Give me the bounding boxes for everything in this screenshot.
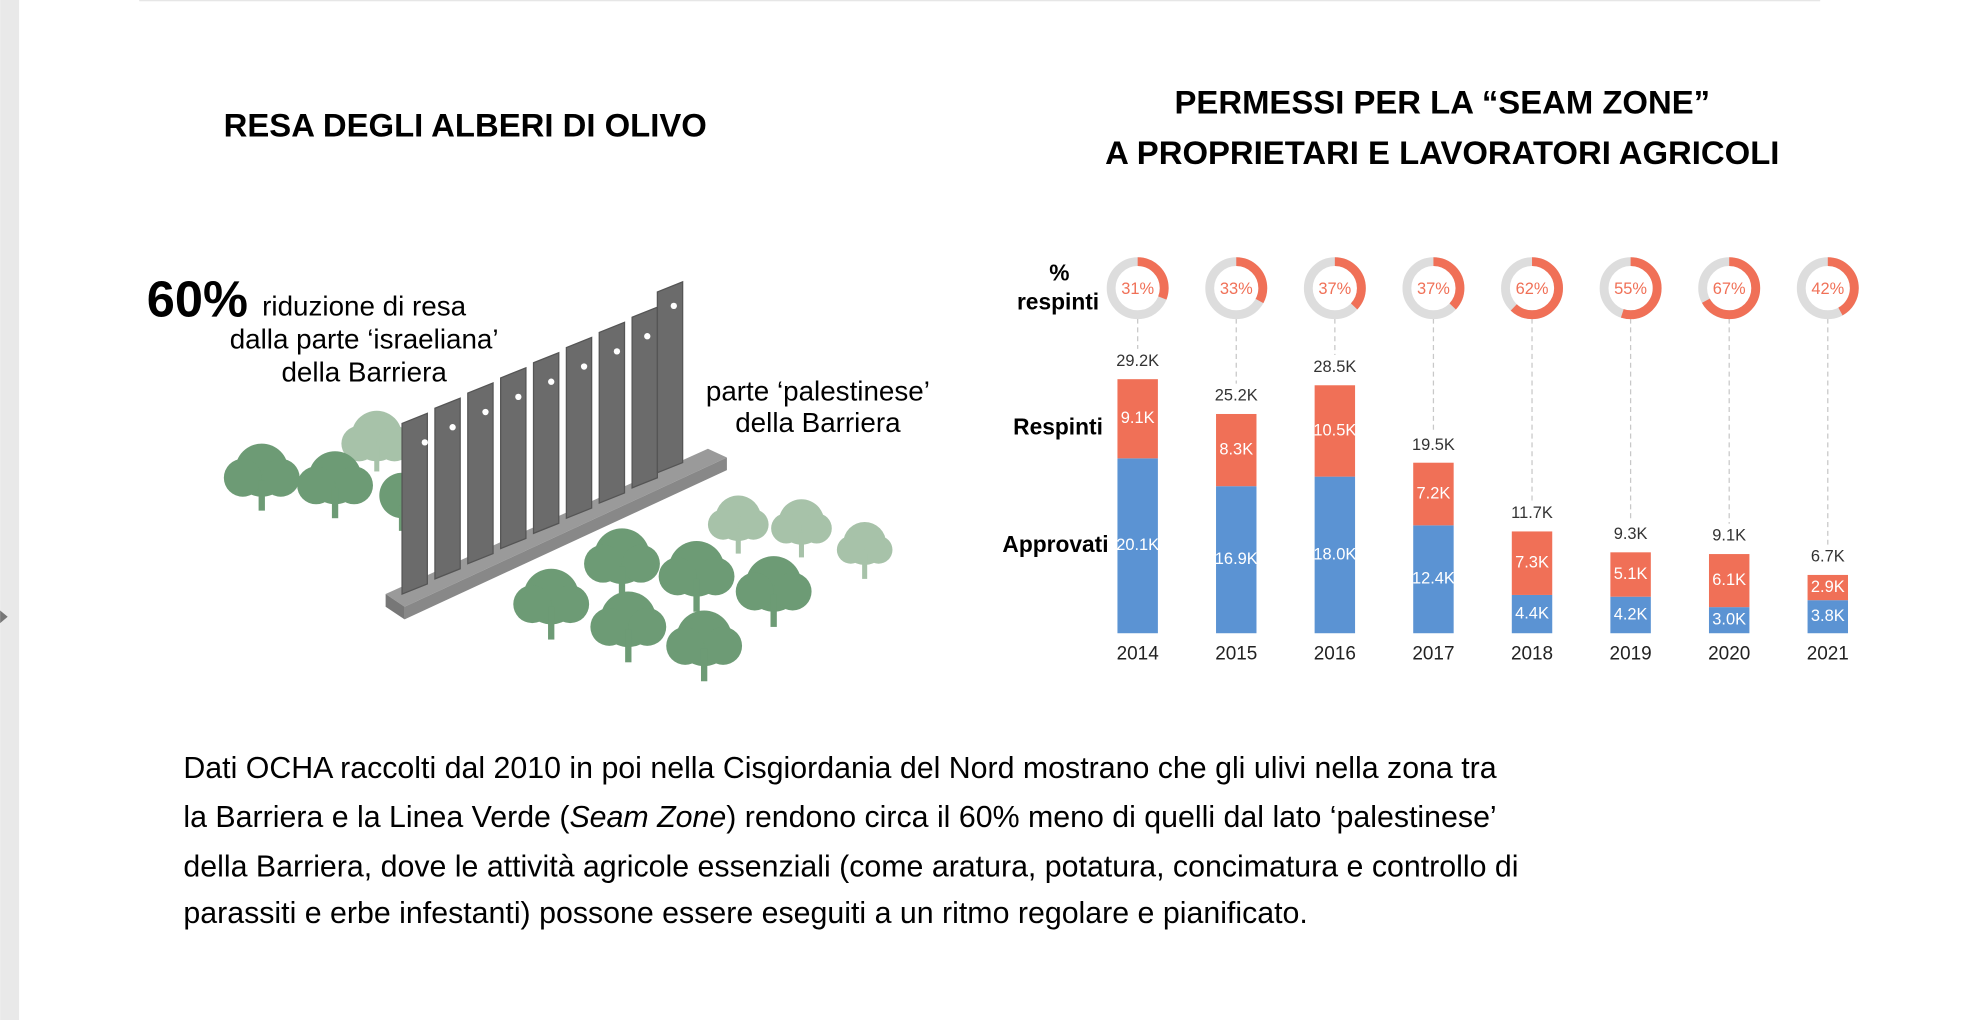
- total-label: 29.2K: [1116, 352, 1159, 370]
- segment-label: 12.4K: [1412, 570, 1455, 588]
- donut-label: 37%: [1417, 280, 1450, 298]
- donut-arc: [1501, 257, 1563, 320]
- bar-segment: [1807, 574, 1849, 601]
- donut-arc: [1599, 257, 1662, 320]
- donut-arc: [1303, 257, 1366, 320]
- annotation-line: parte ‘palestinese’: [706, 375, 930, 406]
- paragraph-line: la Barriera e la Linea Verde (Seam Zone)…: [183, 801, 1496, 834]
- legend-label: %: [1049, 259, 1069, 285]
- x-tick-label: 2019: [1610, 644, 1652, 665]
- donut-label: 62%: [1516, 280, 1549, 298]
- annotation-line: dalla parte ‘israeliana’: [230, 324, 499, 355]
- donut-arc: [1402, 257, 1465, 320]
- text-run: Seam Zone: [569, 801, 726, 834]
- x-tick-label: 2017: [1412, 644, 1454, 665]
- segment-label: 20.1K: [1116, 536, 1159, 554]
- total-label: 6.7K: [1811, 548, 1845, 566]
- total-label: 19.5K: [1412, 436, 1455, 454]
- bar-segment: [1708, 554, 1750, 608]
- segment-label: 7.2K: [1417, 484, 1451, 502]
- donut-arc: [1106, 257, 1169, 320]
- barrier-wall: [385, 280, 727, 620]
- segment-label: 9.1K: [1121, 409, 1155, 427]
- paragraph-line: parassiti e erbe infestanti) possone ess…: [183, 897, 1307, 930]
- trees-back: [223, 410, 425, 531]
- x-tick-label: 2018: [1511, 644, 1553, 665]
- side-arrow: [0, 610, 8, 624]
- text-run: la Barriera e la Linea Verde (: [183, 801, 569, 834]
- bar-segment: [1314, 476, 1356, 634]
- bar-segment: [1610, 596, 1651, 634]
- annotation-line: della Barriera: [735, 407, 901, 438]
- donut-label: 42%: [1811, 280, 1844, 298]
- illustration: [223, 280, 893, 682]
- donut-label: 33%: [1220, 280, 1253, 298]
- trees-front: [513, 495, 893, 682]
- donut-label: 37%: [1318, 280, 1351, 298]
- bar-segment: [1807, 600, 1849, 634]
- bar-segment: [1314, 385, 1356, 477]
- segment-label: 3.0K: [1712, 611, 1746, 629]
- bar-segment: [1413, 525, 1454, 634]
- legend-label: Approvati: [1002, 531, 1108, 557]
- legend-label: respinti: [1017, 288, 1099, 314]
- donut-arc: [1698, 257, 1761, 320]
- bar-segment: [1610, 552, 1651, 597]
- side-strip: [0, 0, 20, 1020]
- x-tick-label: 2016: [1314, 644, 1356, 665]
- bar-segment: [1216, 413, 1257, 487]
- bar-segment: [1413, 462, 1454, 526]
- segment-label: 6.1K: [1712, 571, 1746, 589]
- segment-label: 8.3K: [1219, 440, 1253, 458]
- total-label: 9.1K: [1712, 527, 1746, 545]
- total-label: 11.7K: [1511, 504, 1553, 522]
- total-label: 9.3K: [1614, 525, 1648, 543]
- paragraph-line: della Barriera, dove le attività agricol…: [183, 850, 1518, 883]
- donut-label: 67%: [1713, 280, 1746, 298]
- bar-segment: [1216, 486, 1257, 634]
- segment-label: 4.4K: [1515, 604, 1549, 622]
- bar-segment: [1117, 379, 1158, 459]
- segment-label: 2.9K: [1811, 578, 1845, 596]
- x-tick-label: 2020: [1708, 644, 1750, 665]
- chart-title: A PROPRIETARI E LAVORATORI AGRICOLI: [1105, 134, 1779, 171]
- total-label: 25.2K: [1215, 387, 1258, 405]
- x-tick-label: 2021: [1807, 644, 1849, 665]
- bar-segment: [1511, 594, 1553, 634]
- x-tick-label: 2014: [1117, 644, 1159, 665]
- segment-label: 4.2K: [1614, 605, 1648, 623]
- highlight-value: 60%: [147, 271, 248, 328]
- text-run: ) rendono circa il 60% meno di quelli da…: [726, 801, 1496, 834]
- segment-label: 18.0K: [1313, 545, 1356, 563]
- segment-label: 10.5K: [1313, 421, 1356, 439]
- x-tick-label: 2015: [1215, 644, 1257, 665]
- bar-segment: [1511, 531, 1553, 595]
- bar-segment: [1708, 607, 1750, 634]
- annotation-line: della Barriera: [281, 356, 447, 387]
- donut-arc: [1796, 257, 1859, 320]
- donut-arc: [1205, 257, 1268, 320]
- segment-label: 3.8K: [1811, 607, 1845, 625]
- annotation-line: riduzione di resa: [262, 291, 466, 322]
- bar-segment: [1117, 458, 1158, 634]
- paragraph-line: Dati OCHA raccolti dal 2010 in poi nella…: [183, 752, 1496, 785]
- left-title: RESA DEGLI ALBERI DI OLIVO: [224, 106, 707, 143]
- donut-label: 31%: [1121, 280, 1154, 298]
- legend-label: Respinti: [1013, 413, 1103, 439]
- segment-label: 16.9K: [1215, 550, 1258, 568]
- segment-label: 7.3K: [1515, 554, 1549, 572]
- donut-label: 55%: [1614, 280, 1647, 298]
- chart-title: PERMESSI PER LA “SEAM ZONE”: [1175, 84, 1711, 121]
- total-label: 28.5K: [1313, 358, 1356, 376]
- segment-label: 5.1K: [1614, 565, 1648, 583]
